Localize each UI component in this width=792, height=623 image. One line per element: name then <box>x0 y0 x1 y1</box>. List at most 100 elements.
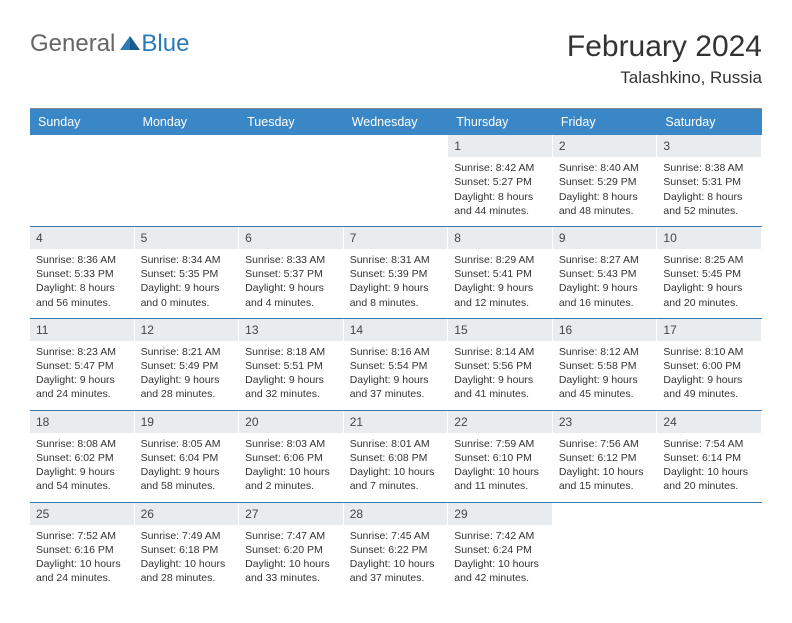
page-header: General Blue February 2024 Talashkino, R… <box>30 30 762 88</box>
daylight-text: Daylight: 9 hours and 16 minutes. <box>559 281 651 309</box>
calendar-cell: 13Sunrise: 8:18 AMSunset: 5:51 PMDayligh… <box>239 319 344 410</box>
day-number: 28 <box>344 503 448 525</box>
calendar-cell <box>657 503 762 594</box>
calendar-cell: 21Sunrise: 8:01 AMSunset: 6:08 PMDayligh… <box>344 411 449 502</box>
calendar-cell: 23Sunrise: 7:56 AMSunset: 6:12 PMDayligh… <box>553 411 658 502</box>
sunset-text: Sunset: 5:35 PM <box>141 267 233 281</box>
daylight-text: Daylight: 9 hours and 28 minutes. <box>141 373 233 401</box>
calendar-cell <box>344 135 449 226</box>
daylight-text: Daylight: 9 hours and 4 minutes. <box>245 281 337 309</box>
calendar-cell: 7Sunrise: 8:31 AMSunset: 5:39 PMDaylight… <box>344 227 449 318</box>
month-title: February 2024 <box>567 30 762 64</box>
sunset-text: Sunset: 6:04 PM <box>141 451 233 465</box>
calendar-cell: 22Sunrise: 7:59 AMSunset: 6:10 PMDayligh… <box>448 411 553 502</box>
sunset-text: Sunset: 6:02 PM <box>36 451 128 465</box>
day-number: 7 <box>344 227 448 249</box>
daylight-text: Daylight: 9 hours and 45 minutes. <box>559 373 651 401</box>
daylight-text: Daylight: 10 hours and 15 minutes. <box>559 465 651 493</box>
sunrise-text: Sunrise: 8:08 AM <box>36 437 128 451</box>
calendar-cell <box>239 135 344 226</box>
sunset-text: Sunset: 5:31 PM <box>663 175 755 189</box>
calendar-cell: 10Sunrise: 8:25 AMSunset: 5:45 PMDayligh… <box>657 227 762 318</box>
calendar-cell <box>553 503 658 594</box>
daylight-text: Daylight: 9 hours and 12 minutes. <box>454 281 546 309</box>
day-number: 11 <box>30 319 134 341</box>
calendar-cell: 8Sunrise: 8:29 AMSunset: 5:41 PMDaylight… <box>448 227 553 318</box>
day-number: 14 <box>344 319 448 341</box>
day-number: 17 <box>657 319 761 341</box>
calendar-cell: 15 Sunrise: 8:14 AMSunset: 5:56 PMDayligh… <box>448 319 553 410</box>
day-number: 6 <box>239 227 343 249</box>
calendar-cell: 2Sunrise: 8:40 AMSunset: 5:29 PMDaylight… <box>553 135 658 226</box>
sunrise-text: Sunrise: 8:33 AM <box>245 253 337 267</box>
sunset-text: Sunset: 5:56 PM <box>454 359 546 373</box>
calendar-cell: 25Sunrise: 7:52 AMSunset: 6:16 PMDayligh… <box>30 503 135 594</box>
sunset-text: Sunset: 5:45 PM <box>663 267 755 281</box>
logo-text-blue: Blue <box>141 30 189 58</box>
calendar-cell: 18Sunrise: 8:08 AMSunset: 6:02 PMDayligh… <box>30 411 135 502</box>
day-number: 24 <box>657 411 761 433</box>
sunrise-text: Sunrise: 8:16 AM <box>350 345 442 359</box>
daylight-text: Daylight: 9 hours and 54 minutes. <box>36 465 128 493</box>
day-number: 23 <box>553 411 657 433</box>
daylight-text: Daylight: 8 hours and 48 minutes. <box>559 190 651 218</box>
daylight-text: Daylight: 8 hours and 56 minutes. <box>36 281 128 309</box>
sunrise-text: Sunrise: 8:42 AM <box>454 161 546 175</box>
daylight-text: Daylight: 10 hours and 24 minutes. <box>36 557 128 585</box>
day-number: 20 <box>239 411 343 433</box>
daylight-text: Daylight: 10 hours and 20 minutes. <box>663 465 755 493</box>
sunrise-text: Sunrise: 8:01 AM <box>350 437 442 451</box>
sunrise-text: Sunrise: 7:49 AM <box>141 529 233 543</box>
sunset-text: Sunset: 5:37 PM <box>245 267 337 281</box>
calendar-cell <box>30 135 135 226</box>
sunrise-text: Sunrise: 8:14 AM <box>454 345 546 359</box>
calendar-cell: 3Sunrise: 8:38 AMSunset: 5:31 PMDaylight… <box>657 135 762 226</box>
location: Talashkino, Russia <box>567 68 762 88</box>
sunrise-text: Sunrise: 7:42 AM <box>454 529 546 543</box>
calendar-cell: 11Sunrise: 8:23 AMSunset: 5:47 PMDayligh… <box>30 319 135 410</box>
sunset-text: Sunset: 5:51 PM <box>245 359 337 373</box>
sunrise-text: Sunrise: 8:05 AM <box>141 437 233 451</box>
sunset-text: Sunset: 6:18 PM <box>141 543 233 557</box>
sunrise-text: Sunrise: 8:12 AM <box>559 345 651 359</box>
sunset-text: Sunset: 5:49 PM <box>141 359 233 373</box>
sunset-text: Sunset: 6:20 PM <box>245 543 337 557</box>
day-number: 4 <box>30 227 134 249</box>
calendar-cell: 26Sunrise: 7:49 AMSunset: 6:18 PMDayligh… <box>135 503 240 594</box>
day-number: 15 <box>448 319 552 341</box>
sunrise-text: Sunrise: 8:10 AM <box>663 345 755 359</box>
calendar-cell: 16Sunrise: 8:12 AMSunset: 5:58 PMDayligh… <box>553 319 658 410</box>
calendar-cell: 19Sunrise: 8:05 AMSunset: 6:04 PMDayligh… <box>135 411 240 502</box>
calendar-cell: 6 Sunrise: 8:33 AMSunset: 5:37 PMDaylight… <box>239 227 344 318</box>
daylight-text: Daylight: 10 hours and 28 minutes. <box>141 557 233 585</box>
calendar-cell: 24Sunrise: 7:54 AMSunset: 6:14 PMDayligh… <box>657 411 762 502</box>
daylight-text: Daylight: 9 hours and 58 minutes. <box>141 465 233 493</box>
calendar-cell: 5Sunrise: 8:34 AMSunset: 5:35 PMDaylight… <box>135 227 240 318</box>
day-number: 25 <box>30 503 134 525</box>
sunset-text: Sunset: 5:54 PM <box>350 359 442 373</box>
logo-text-general: General <box>30 30 115 58</box>
sunrise-text: Sunrise: 7:52 AM <box>36 529 128 543</box>
sunrise-text: Sunrise: 7:59 AM <box>454 437 546 451</box>
daylight-text: Daylight: 9 hours and 24 minutes. <box>36 373 128 401</box>
calendar-cell: 28Sunrise: 7:45 AMSunset: 6:22 PMDayligh… <box>344 503 449 594</box>
sunset-text: Sunset: 6:14 PM <box>663 451 755 465</box>
sunrise-text: Sunrise: 8:29 AM <box>454 253 546 267</box>
sunrise-text: Sunrise: 8:03 AM <box>245 437 337 451</box>
day-number: 2 <box>553 135 657 157</box>
sunrise-text: Sunrise: 8:27 AM <box>559 253 651 267</box>
daylight-text: Daylight: 10 hours and 33 minutes. <box>245 557 337 585</box>
sunrise-text: Sunrise: 8:25 AM <box>663 253 755 267</box>
day-number: 10 <box>657 227 761 249</box>
sunrise-text: Sunrise: 8:31 AM <box>350 253 442 267</box>
sunset-text: Sunset: 6:24 PM <box>454 543 546 557</box>
sunset-text: Sunset: 6:12 PM <box>559 451 651 465</box>
sunset-text: Sunset: 5:43 PM <box>559 267 651 281</box>
day-number: 29 <box>448 503 552 525</box>
daylight-text: Daylight: 9 hours and 41 minutes. <box>454 373 546 401</box>
day-number: 3 <box>657 135 761 157</box>
calendar-cell: 27Sunrise: 7:47 AMSunset: 6:20 PMDayligh… <box>239 503 344 594</box>
sunset-text: Sunset: 6:06 PM <box>245 451 337 465</box>
sunset-text: Sunset: 6:00 PM <box>663 359 755 373</box>
daylight-text: Daylight: 9 hours and 8 minutes. <box>350 281 442 309</box>
